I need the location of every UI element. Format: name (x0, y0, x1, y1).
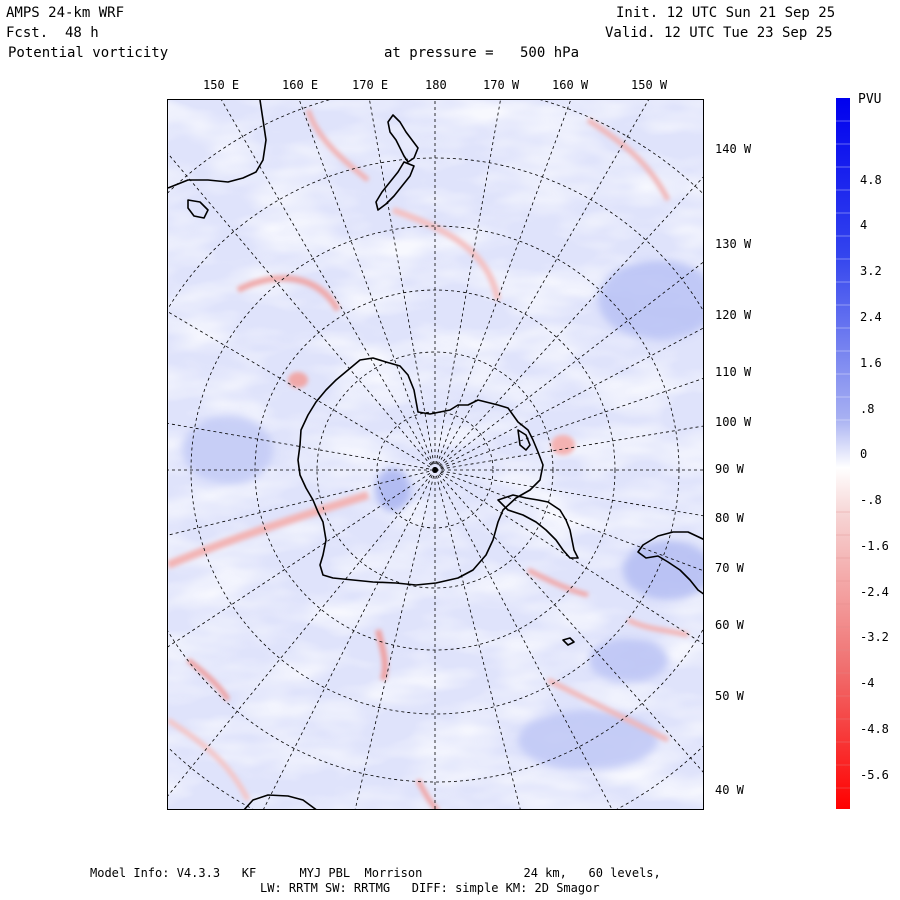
colorbar-tick: -.8 (860, 493, 882, 507)
australia-coastline (168, 100, 267, 189)
tasmania-coastline (187, 199, 209, 219)
colorbar-tick: 1.6 (860, 356, 882, 370)
lon-label-150e: 150 E (203, 78, 240, 92)
init-time: Init. 12 UTC Sun 21 Sep 25 (616, 5, 836, 21)
lon-label-130w: 130 W (715, 237, 752, 251)
lon-label-170e: 170 E (352, 78, 389, 92)
antarctic-peninsula (497, 494, 579, 559)
antarctica-coastline (297, 357, 544, 586)
colorbar-segments (836, 120, 850, 421)
lon-label-100w: 100 W (715, 415, 752, 429)
pv-negative-filaments (168, 109, 689, 809)
model-info-line1: Model Info: V4.3.3 KF MYJ PBL Morrison 2… (90, 866, 661, 880)
coastlines (168, 100, 703, 809)
lon-label-90w: 90 W (715, 462, 744, 476)
forecast-hours: 48 h (65, 25, 99, 41)
meridian-lines (168, 100, 703, 809)
colorbar-gradient (836, 98, 850, 809)
colorbar-tick: -2.4 (860, 585, 889, 599)
level-label: at pressure = (384, 45, 494, 61)
new-zealand-coastline (387, 114, 419, 163)
lon-label-110w: 110 W (715, 365, 752, 379)
model-info-line2: LW: RRTM SW: RRTMG DIFF: simple KM: 2D S… (260, 881, 600, 895)
lon-label-160e: 160 E (282, 78, 319, 92)
field-name: Potential vorticity (8, 45, 169, 61)
south-america-coastline (637, 531, 703, 595)
lon-label-80w: 80 W (715, 511, 744, 525)
lon-label-180: 180 (425, 78, 447, 92)
lon-label-70w: 70 W (715, 561, 744, 575)
lon-label-40w: 40 W (715, 783, 744, 797)
colorbar-tick: -3.2 (860, 630, 889, 644)
lon-label-140w: 140 W (715, 142, 752, 156)
colorbar-tick: 0 (860, 447, 868, 461)
level-value: 500 hPa (520, 45, 580, 61)
colorbar-segments-neg (836, 511, 850, 789)
model-title: AMPS 24-km WRF (6, 5, 125, 21)
colorbar-tick: 3.2 (860, 264, 882, 278)
colorbar (836, 98, 850, 809)
map-canvas (168, 100, 703, 809)
lon-label-120w: 120 W (715, 308, 752, 322)
colorbar-tick: .8 (860, 402, 875, 416)
colorbar-title: PVU (858, 92, 882, 107)
lon-label-170w: 170 W (483, 78, 520, 92)
lon-label-160w: 160 W (552, 78, 589, 92)
lon-label-60w: 60 W (715, 618, 744, 632)
colorbar-tick: 2.4 (860, 310, 882, 324)
pv-positive-regions (183, 260, 703, 770)
colorbar-tick: 4 (860, 218, 868, 232)
forecast-label: Fcst. (6, 25, 49, 41)
valid-time: Valid. 12 UTC Tue 23 Sep 25 (605, 25, 833, 41)
colorbar-tick: -4.8 (860, 722, 889, 736)
colorbar-tick: -1.6 (860, 539, 889, 553)
colorbar-tick: 4.8 (860, 173, 882, 187)
pv-map (167, 99, 704, 810)
lon-label-150w: 150 W (631, 78, 668, 92)
lon-label-50w: 50 W (715, 689, 744, 703)
colorbar-tick: -5.6 (860, 768, 889, 782)
colorbar-tick: -4 (860, 676, 875, 690)
